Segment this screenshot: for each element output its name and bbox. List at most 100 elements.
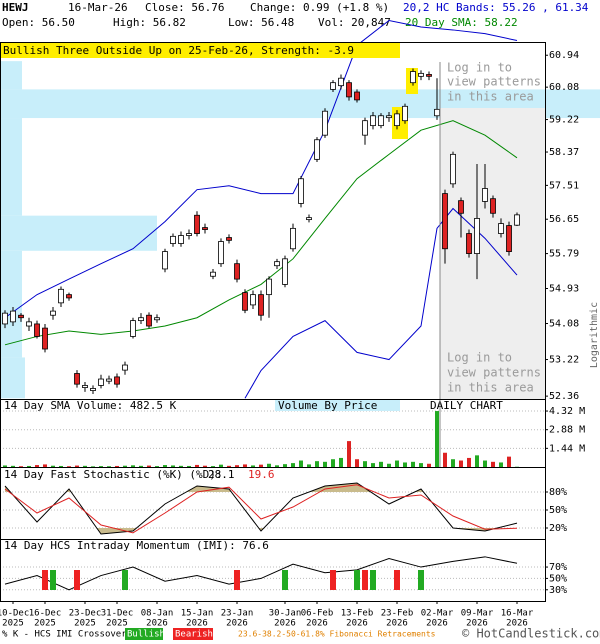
x-tick-label: 23-Feb xyxy=(381,609,414,619)
volume-bar xyxy=(467,458,471,467)
candle-body xyxy=(43,328,48,349)
candle-body xyxy=(107,379,112,381)
candle-body xyxy=(267,279,272,295)
x-tick-year: 2025 xyxy=(2,619,24,629)
volume-bar xyxy=(43,464,47,467)
y-tick-label: 54.93 xyxy=(549,283,579,294)
volume-bar xyxy=(259,465,263,467)
volume-bar xyxy=(163,465,167,467)
date: 16-Mar-26 xyxy=(68,1,128,14)
volume-bar xyxy=(91,466,95,467)
candle-body xyxy=(395,114,400,126)
volume-bar xyxy=(83,466,87,467)
candle-body xyxy=(83,385,88,387)
x-tick-year: 2026 xyxy=(346,619,368,629)
y-tick-label: 57.51 xyxy=(549,180,579,191)
volume-bar xyxy=(107,466,111,467)
volume-bar xyxy=(451,459,455,467)
candle-body xyxy=(19,315,24,317)
candle-body xyxy=(243,293,248,311)
volume-bar xyxy=(459,461,463,467)
candle-body xyxy=(251,295,256,305)
volume-bar xyxy=(339,458,343,467)
candle-body xyxy=(147,315,152,326)
candle-body xyxy=(259,295,264,316)
candle-body xyxy=(99,379,104,385)
x-tick-label: 02-Mar xyxy=(421,609,454,619)
x-tick-label: 23-Jan xyxy=(221,609,254,619)
x-tick-label: 13-Feb xyxy=(341,609,374,619)
x-tick-label: 16-Dec xyxy=(29,609,62,619)
volume-bar xyxy=(299,461,303,467)
volume-bar xyxy=(179,466,183,467)
fibonacci-label: 23.6-38.2-50-61.8% Fibonacci Retracement… xyxy=(238,630,436,639)
x-tick-year: 2026 xyxy=(386,619,408,629)
volume-bar xyxy=(155,466,159,467)
volume-bar xyxy=(323,462,327,467)
volume-by-price-bar xyxy=(0,118,22,216)
volume-bar xyxy=(363,461,367,467)
low: Low: 56.48 xyxy=(228,16,294,29)
candle-body xyxy=(475,218,480,253)
volume-bar xyxy=(27,466,31,467)
candle-body xyxy=(227,238,232,241)
volume-bar xyxy=(331,459,335,467)
candle-body xyxy=(379,116,384,126)
bearish-crossover xyxy=(74,570,80,590)
x-tick-label: 30-Jan xyxy=(269,609,302,619)
bullish-crossover xyxy=(50,570,56,590)
x-tick-label: 15-Jan xyxy=(181,609,214,619)
volume-bar xyxy=(59,466,63,467)
candle-body xyxy=(203,228,208,230)
candle-body xyxy=(195,215,200,233)
volume-bar xyxy=(355,459,359,467)
bearish-crossover xyxy=(362,570,368,590)
volume-bar xyxy=(251,465,255,467)
y-tick-label: 53.22 xyxy=(549,355,579,366)
x-tick-year: 2025 xyxy=(106,619,128,629)
volume-bar xyxy=(379,462,383,467)
candle-body xyxy=(451,154,456,183)
candle-body xyxy=(163,252,168,269)
bearish-crossover xyxy=(42,570,48,590)
volume-bar xyxy=(347,441,351,467)
y-tick-label: 50% xyxy=(549,573,567,584)
symbol: HEWJ xyxy=(2,1,29,14)
volume-bar xyxy=(115,466,119,467)
volume-bar xyxy=(99,466,103,467)
y-tick-label: 56.65 xyxy=(549,214,579,225)
login-notice: view patterns xyxy=(447,366,541,380)
x-tick-label: 10-Dec xyxy=(0,609,29,619)
candle-body xyxy=(11,311,16,322)
y-tick-label: 4.32 M xyxy=(549,406,585,417)
change: Change: 0.99 (+1.8 %) xyxy=(250,1,389,14)
x-tick-year: 2026 xyxy=(274,619,296,629)
candle-body xyxy=(299,179,304,204)
candle-body xyxy=(291,228,296,248)
volume-bar xyxy=(307,464,311,467)
x-tick-label: 23-Dec xyxy=(69,609,102,619)
candle-body xyxy=(427,74,432,76)
candle-body xyxy=(483,189,488,202)
x-tick-year: 2026 xyxy=(186,619,208,629)
x-tick-year: 2026 xyxy=(426,619,448,629)
panel-title: 14 Day HCS Intraday Momentum (IMI): 76.6 xyxy=(4,539,269,552)
x-tick-label: 06-Feb xyxy=(301,609,334,619)
y-tick-label: 54.08 xyxy=(549,319,579,330)
volume-bar xyxy=(411,462,415,467)
y-tick-label: 80% xyxy=(549,487,567,498)
candle-body xyxy=(331,83,336,90)
x-tick-label: 31-Dec xyxy=(101,609,134,619)
y-tick-label: 2.88 M xyxy=(549,425,585,436)
candle-body xyxy=(435,109,440,115)
login-notice: view patterns xyxy=(447,75,541,89)
login-notice: Log in to xyxy=(447,351,512,365)
volume-bar xyxy=(435,411,439,467)
candle-body xyxy=(59,289,64,303)
volume-bar xyxy=(227,466,231,467)
volume-bar xyxy=(275,465,279,467)
candle-body xyxy=(27,322,32,326)
candle-body xyxy=(507,226,512,252)
volume-by-price-title: Volume By Price xyxy=(278,399,377,412)
